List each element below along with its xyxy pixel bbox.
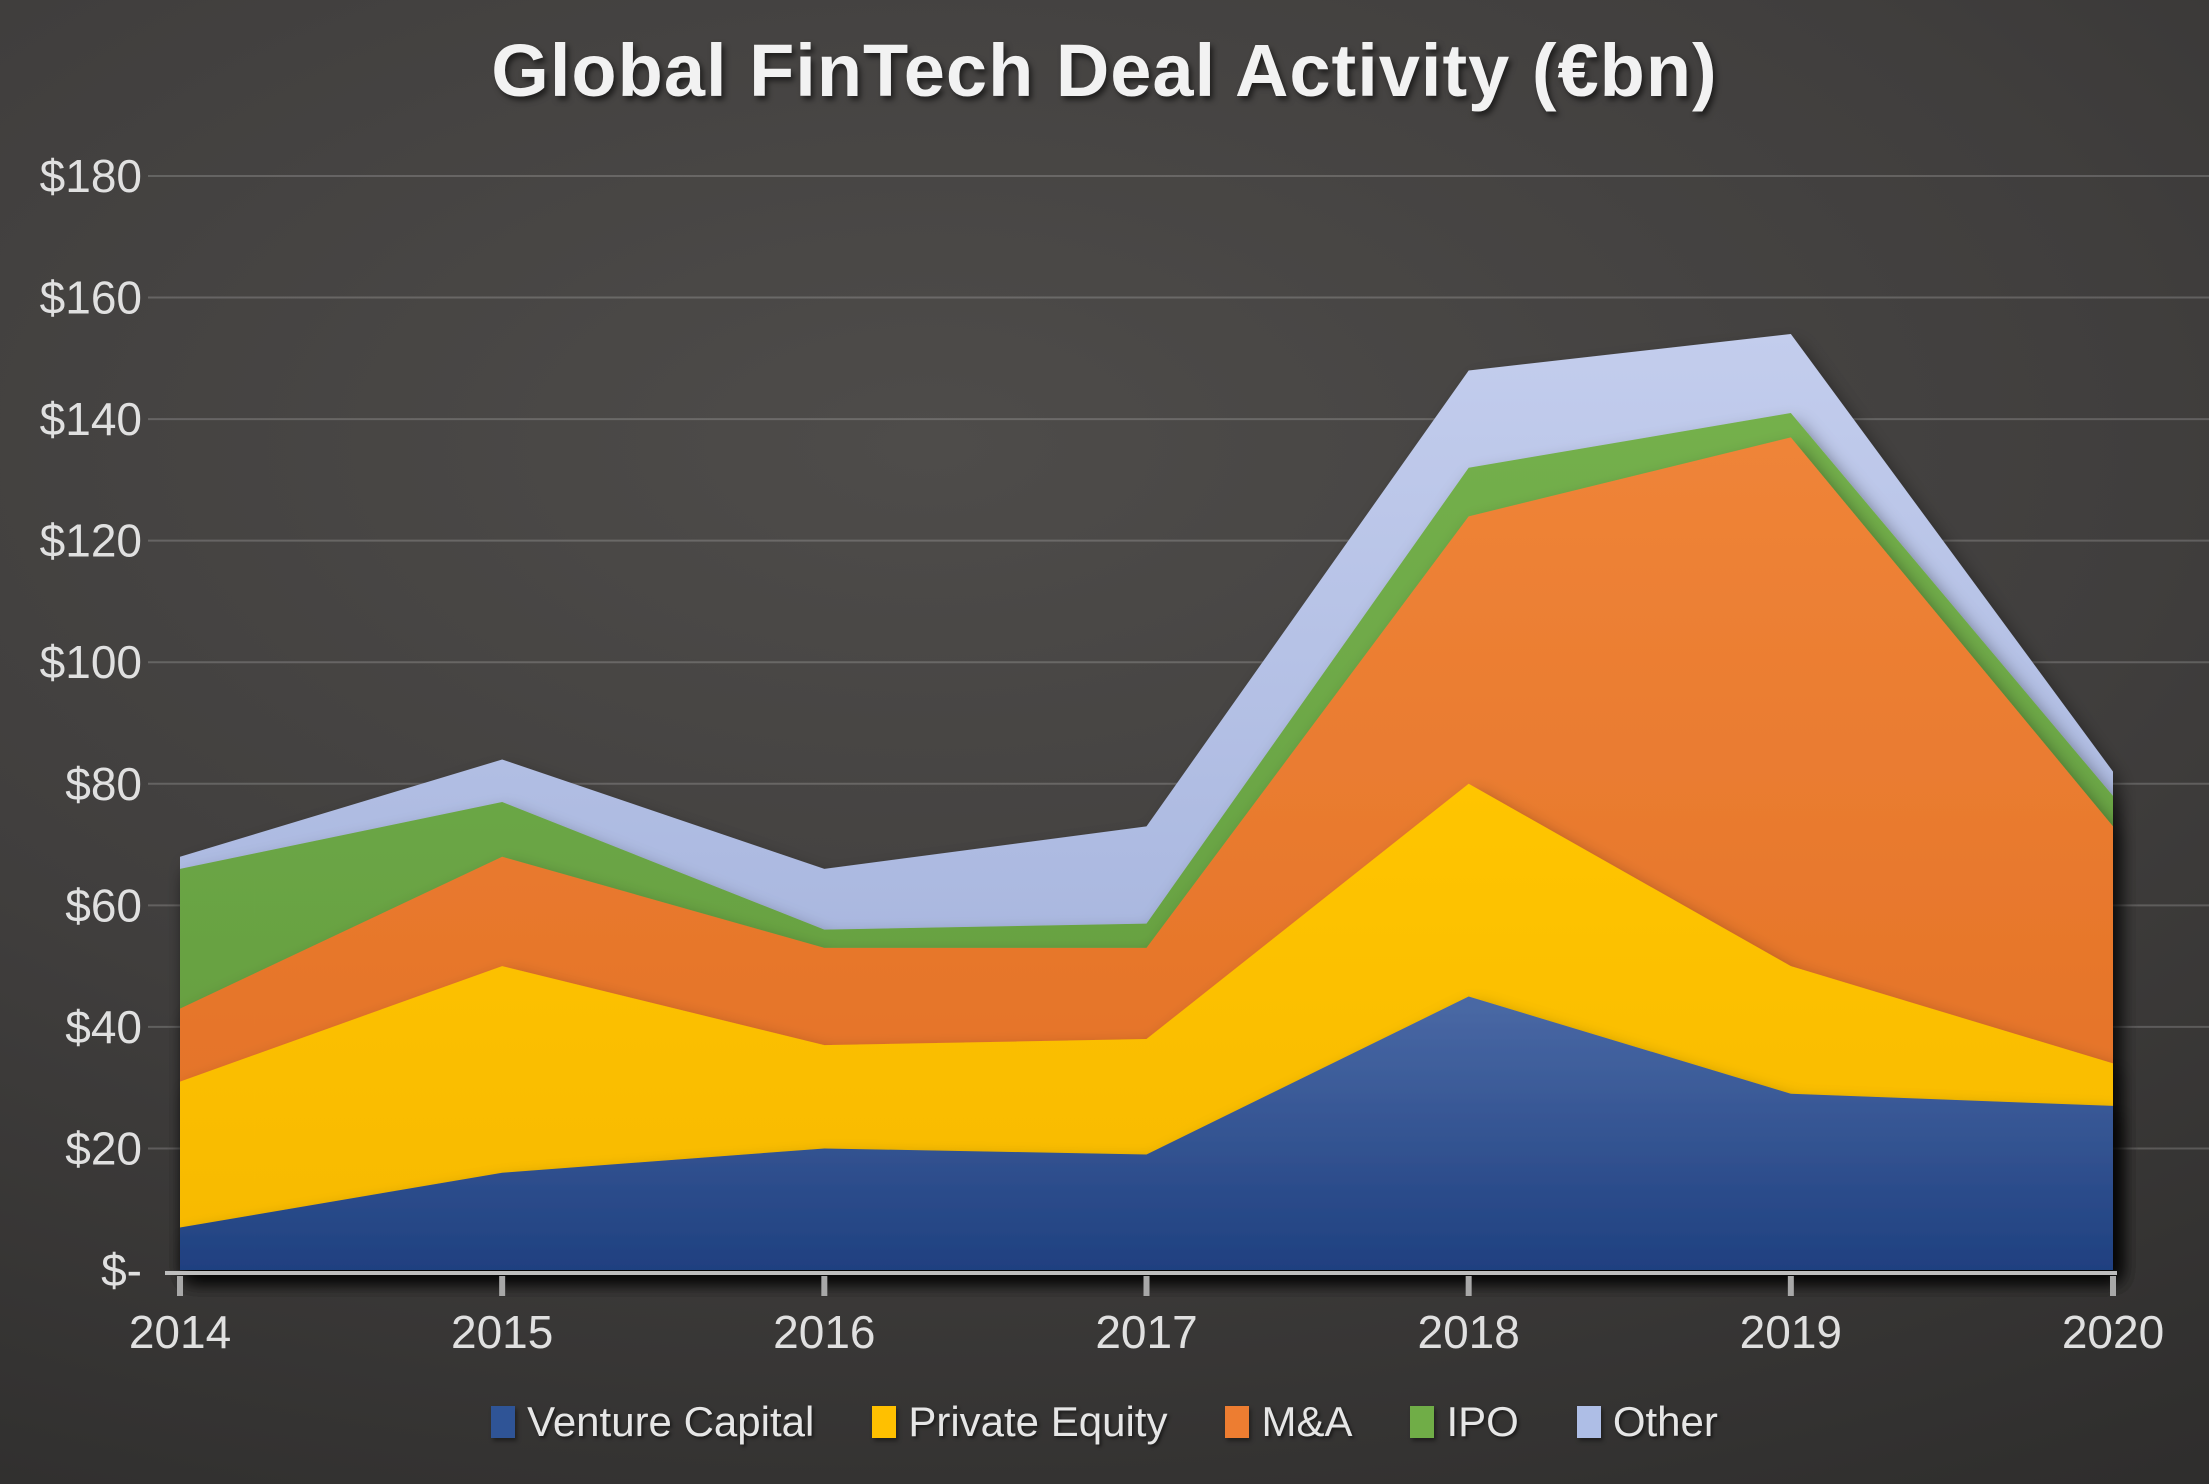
y-axis-label: $100 <box>40 636 142 688</box>
x-axis-label: 2015 <box>451 1306 553 1358</box>
legend-item-ipo: IPO <box>1410 1398 1519 1446</box>
legend-swatch-icon <box>491 1406 516 1438</box>
x-axis-label: 2019 <box>1740 1306 1842 1358</box>
y-axis-label: $60 <box>65 879 142 931</box>
legend-item-other: Other <box>1576 1398 1718 1446</box>
legend-label: IPO <box>1446 1398 1519 1445</box>
x-axis-label: 2017 <box>1095 1306 1197 1358</box>
legend-item-venture-capital: Venture Capital <box>491 1398 814 1446</box>
legend-swatch-icon <box>1225 1406 1250 1438</box>
legend-swatch-icon <box>1576 1406 1601 1438</box>
y-axis-label: $40 <box>65 1001 142 1053</box>
area-series-venture-capital <box>180 996 2113 1270</box>
legend-swatch-icon <box>1410 1406 1435 1438</box>
legend-label: M&A <box>1261 1398 1353 1445</box>
x-axis-label: 2016 <box>773 1306 875 1358</box>
y-axis-label: $120 <box>40 515 142 567</box>
legend-label: Venture Capital <box>527 1398 815 1445</box>
y-axis-label: $80 <box>65 758 142 810</box>
legend-label: Other <box>1612 1398 1718 1445</box>
y-axis-label: $160 <box>40 272 142 324</box>
chart-title: Global FinTech Deal Activity (€bn) <box>491 29 1718 112</box>
chart-legend: Venture Capital Private Equity M&A IPO Other <box>0 1398 2209 1446</box>
y-axis-label: $20 <box>65 1122 142 1174</box>
x-axis-label: 2020 <box>2062 1306 2164 1358</box>
x-axis-label: 2014 <box>129 1306 231 1358</box>
legend-label: Private Equity <box>908 1398 1168 1445</box>
y-axis-label: $180 <box>40 150 142 202</box>
y-axis-label: $- <box>101 1244 142 1296</box>
x-axis-label: 2018 <box>1417 1306 1519 1358</box>
legend-swatch-icon <box>872 1406 897 1438</box>
legend-item-private-equity: Private Equity <box>872 1398 1167 1446</box>
y-axis-label: $140 <box>40 393 142 445</box>
legend-item-m-a: M&A <box>1225 1398 1352 1446</box>
